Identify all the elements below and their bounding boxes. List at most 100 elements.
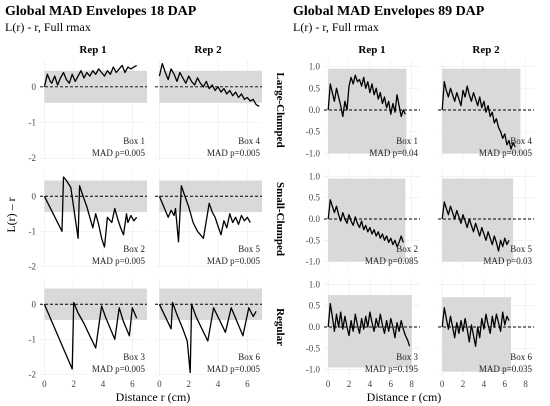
mad-p-value: MAD p=0.005 (207, 256, 261, 266)
col-label-rep2-right: Rep 2 (472, 44, 500, 56)
y-tick-label: 0.5 (309, 193, 321, 203)
y-tick-label: -1 (29, 118, 37, 128)
box-label: Box 1 (123, 136, 145, 146)
y-tick-label: 1.0 (309, 62, 321, 72)
x-tick-label: 2 (186, 379, 191, 389)
x-tick-label: 4 (482, 379, 487, 389)
l-function-series (158, 185, 251, 243)
left-subtitle: L(r) - r, Full rmax (5, 20, 91, 34)
mad-p-value: MAD p=0.03 (483, 256, 532, 266)
y-tick-label: 0.0 (309, 105, 321, 115)
x-tick-label: 4 (101, 379, 106, 389)
right-subtitle: L(r) - r, Full rmax (293, 20, 379, 34)
l-function-series (441, 81, 516, 150)
row-label-large-clumped: Large-Clumped (274, 72, 286, 147)
x-tick-label: 4 (216, 379, 221, 389)
x-tick-label: 0 (42, 379, 47, 389)
mad-p-value: MAD p=0.005 (479, 148, 533, 158)
x-tick-label: 2 (71, 379, 76, 389)
mad-p-value: MAD p=0.005 (92, 148, 146, 158)
l-function-series (441, 201, 510, 252)
right-title: Global MAD Envelopes 89 DAP (293, 4, 485, 19)
y-tick-label: 0.0 (309, 322, 321, 332)
panel-89dap-box-3: 1.0 0.5 0.0 -0.5 -1.0 0 2 4 6 8 Box 3 MAD p=0.195 (306, 278, 420, 389)
y-tick-label: -0.5 (306, 235, 321, 245)
l-function-series (327, 74, 406, 118)
x-tick-label: 2 (347, 379, 352, 389)
y-tick-label: 0 (32, 191, 37, 201)
x-tick-label: 8 (523, 379, 528, 389)
l-function-series (327, 199, 404, 248)
y-tick-label: 0 (32, 82, 37, 92)
l-function-series (158, 62, 260, 107)
panel-89dap-box-5: Box 5 MAD p=0.03 (438, 170, 534, 268)
l-function-series (43, 176, 138, 248)
mad-p-value: MAD p=0.005 (207, 148, 261, 158)
panel-18dap-box-4: Box 4 MAD p=0.005 (155, 60, 262, 160)
panels: 0 -1 -2 Box 1 MAD p=0.005 Box 4 MAD p=0.005 0 -1… (29, 60, 534, 389)
x-tick-label: 0 (326, 379, 331, 389)
y-tick-label: 0.5 (309, 301, 321, 311)
panel-89dap-box-2: 1.0 0.5 0.0 -0.5 -1.0 Box 2 MAD p=0.085 (306, 170, 420, 268)
l-function-series (327, 302, 411, 347)
mad-envelope (442, 68, 521, 154)
panel-18dap-box-5: Box 5 MAD p=0.005 (155, 170, 262, 268)
panel-18dap-box-6: 0 2 4 6 Box 6 MAD p=0.005 (155, 278, 262, 389)
box-label: Box 4 (238, 136, 260, 146)
mad-p-value: MAD p=0.195 (365, 364, 419, 374)
row-label-small-clumped: Small-Clumped (274, 182, 286, 256)
panel-89dap-box-4: Box 4 MAD p=0.005 (438, 60, 534, 160)
l-function-series (441, 307, 510, 347)
y-tick-label: 1.0 (309, 171, 321, 181)
x-axis-label-right: Distance r (cm) (367, 390, 442, 404)
y-tick-label: 0.0 (309, 214, 321, 224)
col-label-rep1-right: Rep 1 (358, 44, 385, 56)
box-label: Box 5 (510, 244, 532, 254)
panel-18dap-box-1: 0 -1 -2 Box 1 MAD p=0.005 (29, 60, 147, 163)
l-function-series (43, 64, 138, 87)
box-label: Box 1 (396, 136, 418, 146)
y-tick-label: -2 (29, 369, 37, 379)
x-tick-label: 6 (389, 379, 394, 389)
x-tick-label: 2 (461, 379, 466, 389)
x-tick-label: 8 (409, 379, 414, 389)
left-title: Global MAD Envelopes 18 DAP (5, 4, 197, 19)
y-tick-label: -2 (29, 261, 37, 271)
x-tick-label: 6 (503, 379, 508, 389)
col-label-rep1-left: Rep 1 (79, 44, 106, 56)
y-tick-label: -2 (29, 153, 37, 163)
box-label: Box 2 (123, 244, 145, 254)
mad-p-value: MAD p=0.005 (92, 256, 146, 266)
y-tick-label: -1.0 (306, 365, 321, 375)
x-tick-label: 4 (368, 379, 373, 389)
panel-89dap-box-6: 0 2 4 6 8 Box 6 MAD p=0.035 (438, 278, 534, 389)
y-tick-label: -1.0 (306, 148, 321, 158)
mad-envelope (442, 178, 514, 262)
y-tick-label: 0 (32, 299, 37, 309)
x-tick-label: 6 (130, 379, 135, 389)
y-tick-label: -0.5 (306, 343, 321, 353)
box-label: Box 3 (123, 352, 145, 362)
mad-p-value: MAD p=0.04 (369, 148, 418, 158)
x-tick-label: 6 (245, 379, 250, 389)
box-label: Box 5 (238, 244, 260, 254)
mad-p-value: MAD p=0.085 (365, 256, 419, 266)
col-label-rep2-left: Rep 2 (194, 44, 222, 56)
y-axis-label: L(r) – r (4, 197, 18, 232)
box-label: Box 3 (396, 352, 418, 362)
mad-p-value: MAD p=0.035 (479, 364, 533, 374)
y-tick-label: -0.5 (306, 127, 321, 137)
box-label: Box 6 (238, 352, 260, 362)
mad-p-value: MAD p=0.005 (207, 364, 261, 374)
box-label: Box 6 (510, 352, 532, 362)
x-axis-label-left: Distance r (cm) (116, 390, 191, 404)
row-label-regular: Regular (274, 308, 286, 346)
panel-18dap-box-3: 0 -1 -2 0 2 4 6 Box 3 MAD p=0.005 (29, 278, 147, 389)
x-tick-label: 0 (440, 379, 445, 389)
l-function-series (43, 301, 138, 370)
panel-18dap-box-2: 0 -1 -2 Box 2 MAD p=0.005 (29, 170, 147, 271)
y-tick-label: 1.0 (309, 279, 321, 289)
y-tick-label: -1.0 (306, 257, 321, 267)
mad-p-value: MAD p=0.005 (92, 364, 146, 374)
